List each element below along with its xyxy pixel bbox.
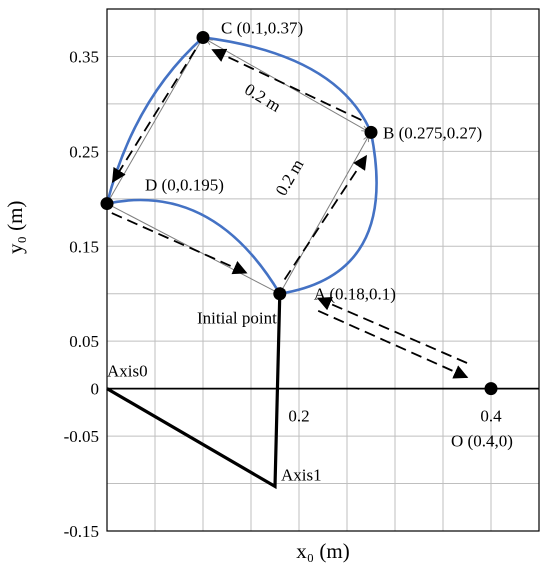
y-tick-label: 0.25: [69, 142, 99, 161]
motion-arrow: [283, 154, 367, 280]
point-label-c: C (0.1,0.37): [221, 18, 303, 37]
point-label-b: B (0.275,0.27): [383, 123, 482, 142]
motion-arrow: [317, 309, 469, 379]
point-labels: 0.2 m0.2 mA (0.18,0.1)B (0.275,0.27)C (0…: [107, 18, 513, 484]
x-tick-label: 0.4: [480, 407, 502, 426]
points: [100, 30, 498, 396]
axes: [106, 8, 540, 532]
y-tick-label: -0.15: [64, 522, 99, 541]
tick-labels: 0.35 0.25 0.15 0.05 0 -0.05 -0.15 0.2 0.4: [64, 47, 503, 541]
motion-arrow: [111, 49, 197, 183]
point-c: [196, 30, 210, 44]
point-label-o: O (0.4,0): [451, 432, 513, 451]
plot-frame: [106, 8, 540, 532]
point-a: [273, 287, 287, 301]
arm-label: Initial point: [197, 309, 277, 328]
arm-link: [106, 293, 282, 490]
point-label-a: A (0.18,0.1): [314, 285, 396, 304]
point-label-d: D (0,0.195): [145, 176, 224, 195]
motion-arrow: [111, 212, 248, 275]
y-tick-label: 0.05: [69, 332, 99, 351]
side-CB: [206, 39, 368, 131]
point-b: [364, 125, 378, 139]
point-d: [100, 197, 114, 211]
arm-label: Axis1: [281, 465, 322, 484]
motion-arrows: [111, 48, 469, 379]
y-tick-label: 0.15: [69, 237, 99, 256]
boundary-arc: [106, 198, 281, 295]
x-tick-label: 0.2: [288, 407, 309, 426]
x-axis-label: x₀ (m): [296, 539, 349, 563]
y-axis-label: y₀ (m): [3, 201, 27, 254]
y-tick-label: 0.35: [69, 47, 99, 66]
arm-label: Axis0: [107, 362, 148, 381]
point-o: [484, 382, 498, 396]
robot-arm: [106, 293, 282, 490]
motion-arrow: [316, 297, 468, 364]
y-tick-label: 0: [91, 380, 100, 399]
motion-arrow: [211, 48, 362, 121]
y-tick-label: -0.05: [64, 427, 99, 446]
